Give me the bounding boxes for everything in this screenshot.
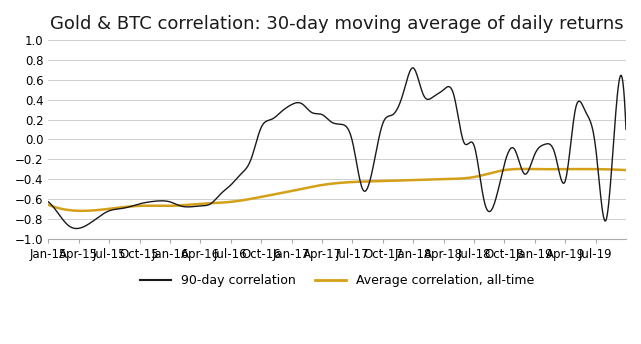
Title: Gold & BTC correlation: 30-day moving average of daily returns: Gold & BTC correlation: 30-day moving av…: [51, 15, 624, 33]
Legend: 90-day correlation, Average correlation, all-time: 90-day correlation, Average correlation,…: [135, 269, 539, 292]
